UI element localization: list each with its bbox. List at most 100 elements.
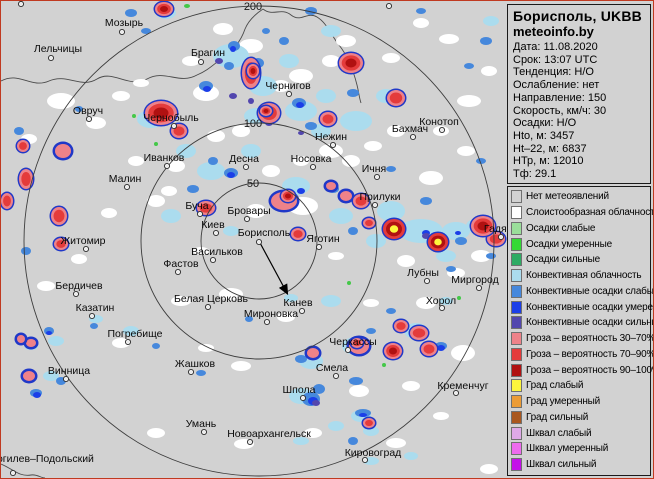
legend-item: Шквал слабый xyxy=(511,426,647,440)
city-label: Борисполь xyxy=(238,227,291,239)
legend-item: Гроза – вероятность 90–100% xyxy=(511,363,653,377)
legend-item: Осадки слабые xyxy=(511,221,647,235)
station-info-line: Осадки: Н/О xyxy=(513,117,577,130)
city-dot xyxy=(475,284,483,292)
legend-color-swatch xyxy=(511,332,522,346)
radar-cell xyxy=(223,226,239,236)
hail-core xyxy=(434,238,442,246)
radar-cell xyxy=(457,95,481,107)
city-label: Могилев–Подольский xyxy=(1,453,94,465)
station-source: meteoinfo.by xyxy=(513,24,594,39)
city-label: Лубны xyxy=(407,267,439,279)
radar-cell xyxy=(176,144,196,158)
legend-item-label: Конвективные осадки сильные xyxy=(526,317,654,329)
radar-cell xyxy=(471,250,491,262)
radar-cell xyxy=(328,421,344,431)
radar-cell xyxy=(199,203,213,213)
radar-cell xyxy=(298,131,304,135)
radar-cell xyxy=(457,296,461,300)
legend-color-swatch xyxy=(511,284,522,298)
radar-cell xyxy=(420,197,432,205)
radar-cell xyxy=(486,253,496,259)
station-title: Борисполь, UKBB xyxy=(513,8,642,24)
city-label: Лельчицы xyxy=(34,43,82,55)
city-dot xyxy=(123,183,131,191)
legend-item-label: Гроза – вероятность 70–90% xyxy=(526,348,654,360)
radar-cell xyxy=(363,299,379,307)
city-dot xyxy=(373,173,381,181)
radar-cell xyxy=(402,381,420,391)
radar-cell xyxy=(329,208,353,224)
city-dot xyxy=(196,210,204,218)
radar-cell xyxy=(340,191,352,201)
radar-cell xyxy=(14,127,24,135)
radar-cell xyxy=(43,371,59,381)
legend-item: Град сильный xyxy=(511,410,647,424)
legend-color-swatch xyxy=(511,253,522,267)
radar-cell xyxy=(366,328,376,334)
radar-cell xyxy=(207,130,225,142)
range-ring-label: 50 xyxy=(247,178,259,190)
radar-cell xyxy=(208,157,218,165)
legend-color-swatch xyxy=(511,316,522,330)
city-dot xyxy=(344,346,352,354)
city-dot xyxy=(246,438,254,446)
legend-box: Нет метеоявлений Слоистообразная облачнос… xyxy=(507,185,654,476)
radar-cell xyxy=(413,18,429,28)
radar-cell xyxy=(75,106,83,112)
city-label: Десна xyxy=(229,153,259,165)
city-label: Фастов xyxy=(163,258,199,270)
radar-cell xyxy=(33,392,41,398)
city-dot xyxy=(438,304,446,312)
radar-cell xyxy=(231,361,251,371)
city-dot xyxy=(497,233,505,241)
legend-color-swatch xyxy=(511,300,522,314)
city-label: Ичня xyxy=(362,163,387,175)
radar-cell xyxy=(248,98,254,104)
radar-cell xyxy=(359,413,367,417)
radar-echo-layer xyxy=(1,1,507,474)
city-dot xyxy=(88,312,96,320)
city-dot xyxy=(187,368,195,376)
city-dot xyxy=(315,243,323,251)
radar-cell xyxy=(457,146,475,156)
radar-cell xyxy=(125,9,137,17)
station-info-line: Срок: 13:07 UTC xyxy=(513,53,598,66)
radar-cell xyxy=(304,428,322,438)
hail-core xyxy=(389,225,399,233)
range-ring-label: 100 xyxy=(244,118,262,130)
legend-item-label: Нет метеоявлений xyxy=(526,191,609,203)
city-label: Конотоп xyxy=(419,116,459,128)
radar-cell xyxy=(277,312,295,322)
legend-item-label: Шквал сильный xyxy=(526,459,597,471)
radar-cell xyxy=(21,171,31,187)
station-info-box: Борисполь, UKBB meteoinfo.by Дата: 11.08… xyxy=(507,4,651,184)
radar-cell xyxy=(123,326,139,336)
city-label: Смела xyxy=(316,362,348,374)
radar-cell xyxy=(293,156,309,166)
radar-cell xyxy=(349,385,369,397)
range-rings: 50 100 200 xyxy=(23,1,495,477)
legend-color-swatch xyxy=(511,206,522,219)
radar-cell xyxy=(161,209,181,223)
legend-color-swatch xyxy=(511,363,522,377)
city-dot xyxy=(85,115,93,123)
radar-cell xyxy=(464,63,474,69)
city-label: Миргород xyxy=(451,274,498,286)
legend-item: Конвективные осадки умерен. xyxy=(511,300,653,314)
radar-cell xyxy=(439,34,459,44)
radar-cell xyxy=(219,288,243,300)
city-label: Чернигов xyxy=(265,80,311,92)
city-label: Умань xyxy=(186,418,217,430)
legend-item: Осадки сильные xyxy=(511,253,647,267)
city-dot xyxy=(332,372,340,380)
radar-cell xyxy=(353,339,361,347)
radar-cell xyxy=(348,227,358,235)
city-label: Носовка xyxy=(291,153,332,165)
radar-cell xyxy=(232,125,250,137)
city-label: Хорол xyxy=(426,295,456,307)
city-label: Кременчуг xyxy=(437,380,488,392)
radar-cell xyxy=(171,296,191,306)
radar-cell xyxy=(285,101,317,121)
radar-cell xyxy=(47,93,75,109)
